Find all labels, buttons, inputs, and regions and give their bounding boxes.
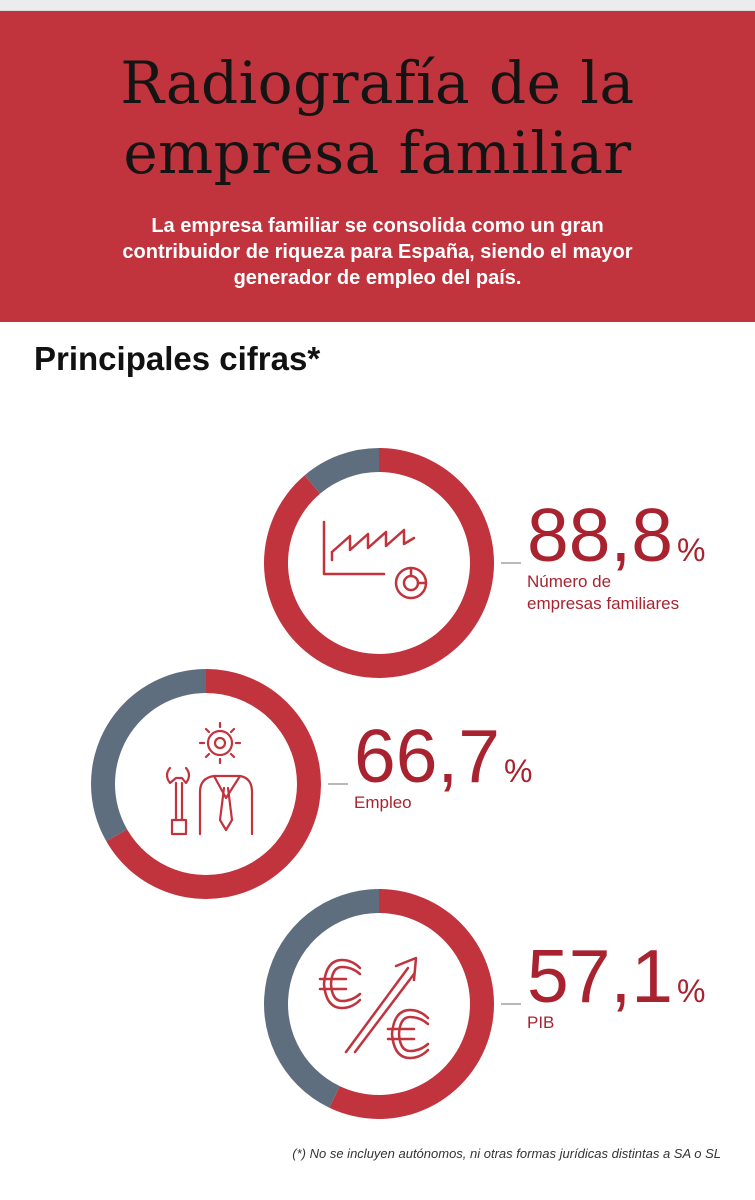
donut-share-1 — [264, 448, 495, 678]
donut-remainder-2 — [91, 669, 206, 842]
value-label-2: 66,7% — [354, 714, 532, 798]
value-label-1: 88,8% — [527, 493, 705, 577]
euro-growth-icon — [318, 956, 430, 1060]
donut-remainder-3 — [264, 889, 379, 1108]
category-label-1-1: Número de — [527, 572, 611, 591]
category-label-3-1: PIB — [527, 1013, 554, 1032]
category-label-1-2: empresas familiares — [527, 594, 679, 613]
top-bar — [0, 0, 755, 11]
donut-remainder-1 — [304, 448, 379, 494]
category-label-2-1: Empleo — [354, 793, 412, 812]
header-banner — [0, 11, 755, 322]
title-line-2: empresa familiar — [123, 119, 632, 187]
title-line-1: Radiografía de la — [120, 49, 635, 117]
page-title: Radiografía de la empresa familiar — [0, 48, 755, 188]
worker-gear-icon — [165, 721, 254, 836]
section-title: Principales cifras* — [34, 340, 321, 377]
factory-chart-icon — [322, 520, 428, 600]
value-label-3: 57,1% — [527, 934, 705, 1018]
donut-share-3 — [329, 889, 494, 1119]
footnote: (*) No se incluyen autónomos, ni otras f… — [292, 1146, 721, 1161]
subtitle: La empresa familiar se consolida como un… — [122, 215, 633, 289]
